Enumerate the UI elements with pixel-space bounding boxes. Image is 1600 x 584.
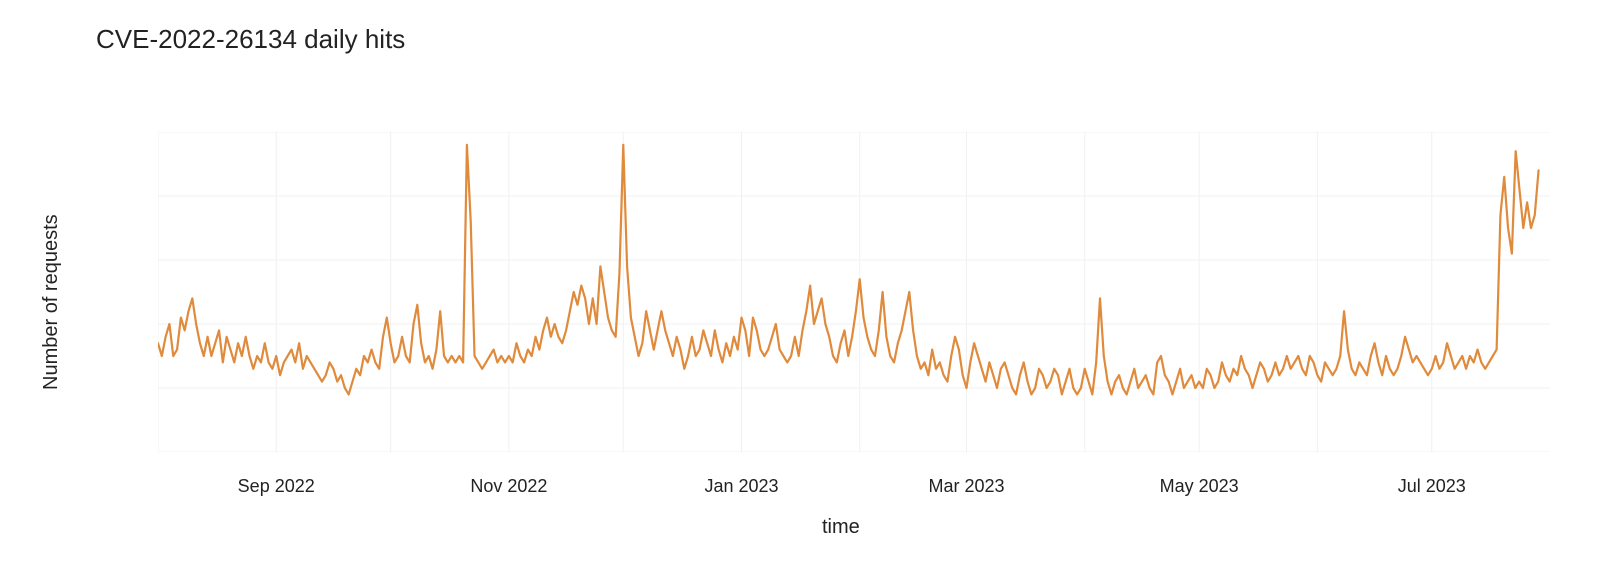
x-axis-label: time xyxy=(822,516,860,539)
x-tick-label: Jan 2023 xyxy=(704,476,778,497)
x-tick-label: May 2023 xyxy=(1160,476,1239,497)
x-tick-label: Sep 2022 xyxy=(238,476,315,497)
x-tick-label: Mar 2023 xyxy=(928,476,1004,497)
y-axis-label: Number of requests xyxy=(40,214,63,390)
x-tick-label: Jul 2023 xyxy=(1398,476,1466,497)
chart-svg xyxy=(158,132,1550,452)
chart-plot-area xyxy=(158,132,1550,452)
x-tick-label: Nov 2022 xyxy=(470,476,547,497)
chart-title: CVE-2022-26134 daily hits xyxy=(96,24,405,55)
